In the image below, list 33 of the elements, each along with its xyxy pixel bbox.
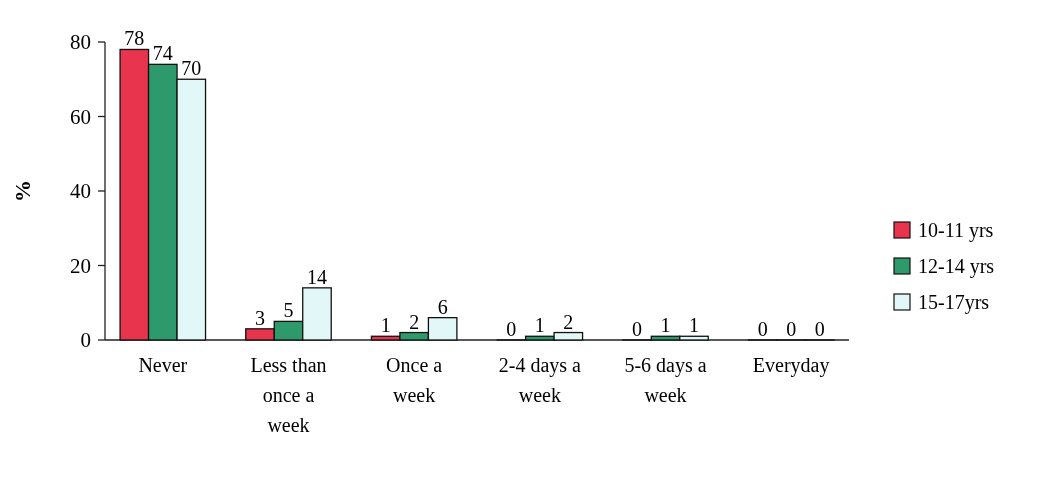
- x-tick-label: Never: [138, 354, 188, 376]
- data-label: 0: [632, 318, 643, 340]
- y-tick-label: 40: [70, 179, 91, 204]
- y-axis-title: %: [10, 180, 35, 202]
- x-tick-label: 5-6 days a week: [624, 354, 707, 406]
- data-label: 70: [181, 57, 202, 80]
- data-label: 6: [437, 295, 448, 318]
- x-tick-label: Once a week: [386, 354, 443, 406]
- data-label: 2: [409, 310, 420, 333]
- data-label: 0: [786, 318, 797, 340]
- data-label: 74: [152, 42, 173, 65]
- data-label: 1: [534, 314, 545, 337]
- y-tick-label: 0: [80, 328, 91, 353]
- y-tick-label: 80: [70, 30, 91, 55]
- data-label: 1: [689, 314, 699, 337]
- data-label: 1: [380, 314, 391, 337]
- data-label: 3: [255, 306, 265, 329]
- y-tick-label: 20: [70, 253, 91, 278]
- y-tick-label: 60: [70, 104, 91, 129]
- data-label: 14: [306, 265, 327, 288]
- data-label: 2: [563, 310, 574, 333]
- data-label: 5: [283, 299, 294, 322]
- legend-label: 15-17yrs: [918, 291, 990, 314]
- data-label: 0: [506, 318, 517, 340]
- legend-label: 12-14 yrs: [918, 255, 995, 278]
- data-label: 1: [660, 314, 671, 337]
- x-tick-label: 2-4 days a week: [498, 354, 582, 406]
- x-tick-label: Everyday: [752, 354, 830, 377]
- legend-label: 10-11 yrs: [918, 219, 994, 242]
- data-label: 78: [124, 27, 145, 50]
- data-label: 0: [757, 318, 768, 340]
- data-label: 0: [814, 318, 825, 340]
- x-tick-label: Less than once a week: [250, 354, 327, 436]
